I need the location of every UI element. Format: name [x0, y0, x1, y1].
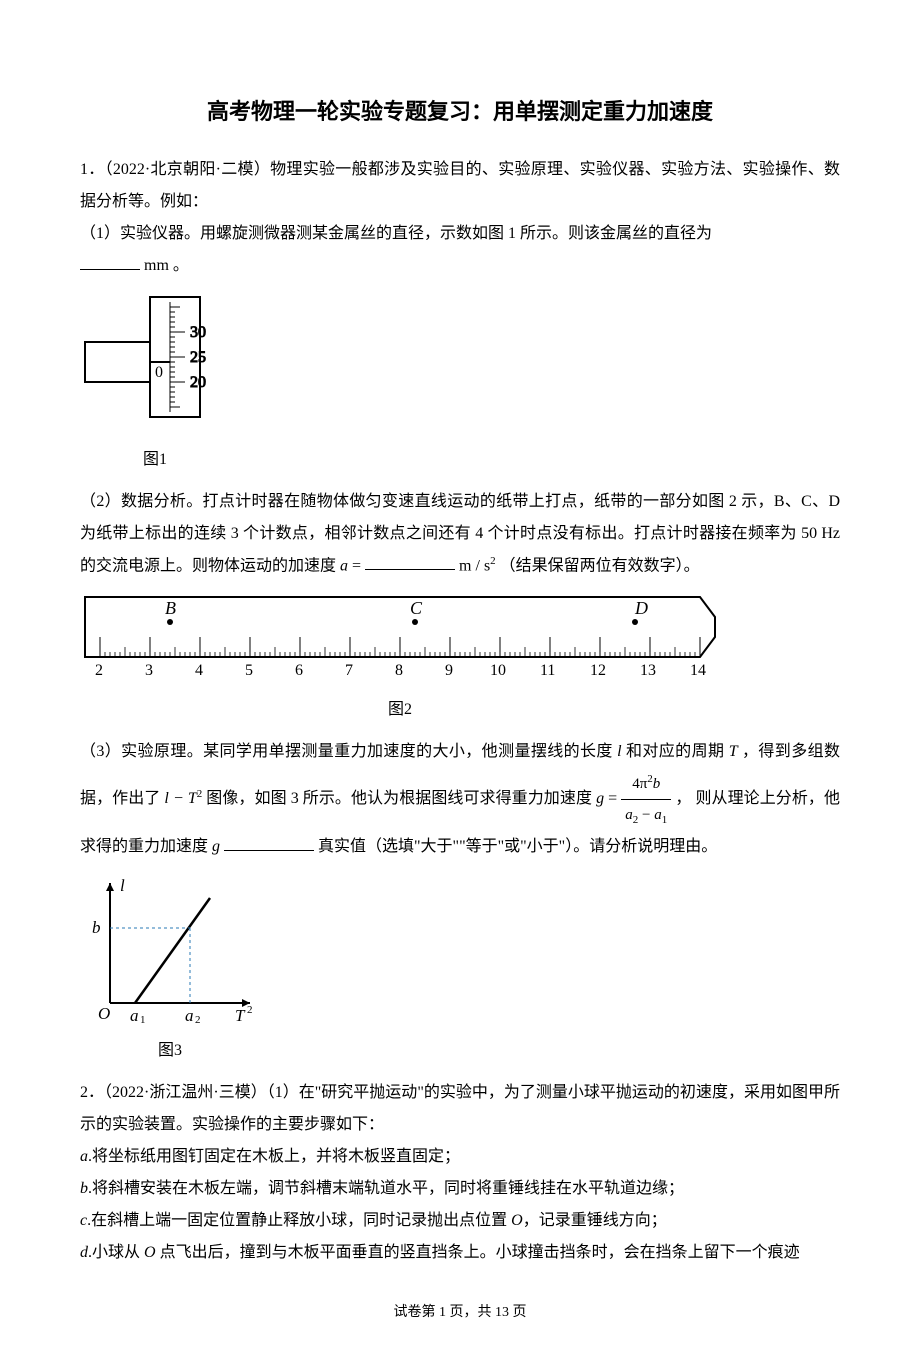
accel-unit-sup: 2	[490, 555, 496, 567]
q1-header: 1．（2022·北京朝阳·二模）物理实验一般都涉及实验目的、实验原理、实验仪器、…	[80, 154, 840, 218]
diameter-blank	[80, 251, 140, 270]
svg-text:5: 5	[245, 662, 253, 679]
svg-text:8: 8	[395, 662, 403, 679]
svg-text:l: l	[120, 876, 125, 895]
svg-text:a: a	[185, 1006, 194, 1023]
svg-text:4: 4	[195, 662, 203, 679]
q2-a: a.将坐标纸用图钉固定在木板上，并将木板竖直固定；	[80, 1141, 840, 1173]
svg-text:2: 2	[195, 1014, 201, 1023]
q1-p2a: （2）数据分析。打点计时器在随物体做匀变速直线运动的纸带上打点，纸带的一部分如图…	[80, 493, 840, 542]
figure-3: l T 2 O b a1 a2 图3	[80, 873, 840, 1067]
fig2-label: 图2	[80, 694, 720, 726]
svg-text:3: 3	[145, 662, 153, 679]
fig3-label: 图3	[80, 1035, 260, 1067]
l-T2-graph: l − T	[164, 791, 196, 808]
svg-text:13: 13	[640, 662, 656, 679]
svg-text:11: 11	[540, 662, 555, 679]
svg-text:B: B	[165, 598, 176, 618]
svg-text:b: b	[92, 918, 101, 937]
q1-p3f: 真实值（选填"大于""等于"或"小于"）。请分析说明理由。	[318, 838, 717, 855]
q1-p1-unit: mm 。	[140, 257, 189, 274]
svg-text:D: D	[634, 598, 648, 618]
q2-c: c.在斜槽上端一固定位置静止释放小球，同时记录抛出点位置 O，记录重锤线方向；	[80, 1205, 840, 1237]
svg-text:2: 2	[95, 662, 103, 679]
fig1-label: 图1	[80, 444, 230, 476]
figure-2: B C D 2 3 4 5 6 7 8 9 10 11 12 13 14 图2	[80, 592, 840, 726]
q2-b: b.将斜槽安装在木板左端，调节斜槽末端轨道水平，同时将重锤线挂在水平轨道边缘；	[80, 1173, 840, 1205]
svg-text:7: 7	[345, 662, 353, 679]
figure-1: 0 30 25 20 图1	[80, 292, 840, 476]
svg-text:25: 25	[190, 349, 206, 366]
var-g-2: g	[212, 838, 220, 855]
var-g: g	[596, 791, 604, 808]
svg-text:1: 1	[140, 1014, 146, 1023]
var-l: l	[617, 743, 621, 760]
q1-p3: （3）实验原理。某同学用单摆测量重力加速度的大小，他测量摆线的长度 l 和对应的…	[80, 736, 840, 863]
q2-header: 2．（2022·浙江温州·三模）（1）在"研究平抛运动"的实验中，为了测量小球平…	[80, 1077, 840, 1141]
svg-text:6: 6	[295, 662, 303, 679]
page-title: 高考物理一轮实验专题复习：用单摆测定重力加速度	[80, 90, 840, 134]
svg-text:T: T	[235, 1006, 246, 1023]
q1-p1-blank-line: mm 。	[80, 250, 840, 282]
q1-p1-text: （1）实验仪器。用螺旋测微器测某金属丝的直径，示数如图 1 所示。则该金属丝的直…	[80, 225, 712, 242]
svg-text:14: 14	[690, 662, 706, 679]
accel-blank	[365, 551, 455, 570]
svg-text:a: a	[130, 1006, 139, 1023]
svg-text:30: 30	[190, 324, 206, 341]
g-formula: 4π2b a2 − a1	[621, 768, 671, 831]
q2-d: d.小球从 O 点飞出后，撞到与木板平面垂直的竖直挡条上。小球撞击挡条时，会在挡…	[80, 1237, 840, 1269]
q1-p3a: （3）实验原理。某同学用单摆测量重力加速度的大小，他测量摆线的长度	[80, 743, 617, 760]
q1-p3d: 图像，如图 3 所示。他认为根据图线可求得重力加速度	[206, 791, 596, 808]
svg-text:20: 20	[190, 374, 206, 391]
q1-p2: （2）数据分析。打点计时器在随物体做匀变速直线运动的纸带上打点，纸带的一部分如图…	[80, 486, 840, 582]
svg-text:2: 2	[247, 1004, 253, 1016]
svg-text:0: 0	[155, 364, 163, 381]
svg-text:9: 9	[445, 662, 453, 679]
svg-text:O: O	[98, 1004, 110, 1023]
q1-p3b: 和对应的周期	[626, 743, 729, 760]
accel-var: a	[340, 557, 348, 574]
svg-text:12: 12	[590, 662, 606, 679]
g-compare-blank	[224, 832, 314, 851]
accel-unit: m / s	[459, 557, 490, 574]
T-sup: 2	[197, 788, 203, 800]
var-T: T	[729, 743, 738, 760]
q1-p1: （1）实验仪器。用螺旋测微器测某金属丝的直径，示数如图 1 所示。则该金属丝的直…	[80, 218, 840, 250]
svg-text:C: C	[410, 598, 423, 618]
svg-text:10: 10	[490, 662, 506, 679]
q1-p2c: （结果保留两位有效数字）。	[500, 557, 700, 574]
page-footer: 试卷第 1 页，共 13 页	[80, 1299, 840, 1327]
